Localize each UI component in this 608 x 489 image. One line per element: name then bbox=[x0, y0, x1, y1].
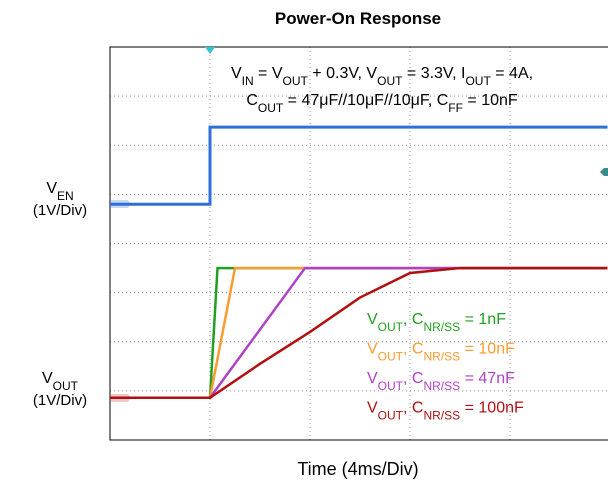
legend-entry-part: = 10nF bbox=[460, 341, 515, 358]
trace bbox=[110, 125, 608, 206]
legend-entry-part: = 47nF bbox=[460, 370, 515, 387]
annotation-part: OUT bbox=[283, 74, 309, 88]
legend-entry-part: OUT bbox=[378, 379, 404, 393]
channel-name-part: V bbox=[46, 180, 57, 197]
legend-entry-part: OUT bbox=[378, 409, 404, 423]
annotation-part: = 3.3V, I bbox=[402, 65, 465, 82]
legend-entry-part: , C bbox=[403, 370, 423, 387]
x-axis-label: Time (4ms/Div) bbox=[297, 459, 418, 479]
legend-entry-part: OUT bbox=[378, 320, 404, 334]
legend-entry-part: , C bbox=[403, 341, 423, 358]
legend-entry-part: NR/SS bbox=[423, 320, 460, 334]
annotation: COUT = 47μF//10μF//10μF, CFF = 10nF bbox=[246, 92, 518, 115]
legend-entry-part: NR/SS bbox=[423, 350, 460, 364]
legend-entry-part: V bbox=[367, 370, 378, 387]
channel-scale: (1V/Div) bbox=[33, 392, 87, 409]
annotation-part: = 10nF bbox=[463, 92, 518, 109]
legend-entry: VOUT, CNR/SS = 47nF bbox=[367, 370, 515, 393]
annotation-part: + 0.3V, V bbox=[308, 65, 378, 82]
channel-name: VEN bbox=[46, 180, 73, 203]
channel-scale: (1V/Div) bbox=[33, 202, 87, 219]
annotation-part: C bbox=[246, 92, 258, 109]
annotation-part: FF bbox=[448, 101, 463, 115]
legend-entry: VOUT, CNR/SS = 1nF bbox=[367, 311, 506, 334]
annotation: VIN = VOUT + 0.3V, VOUT = 3.3V, IOUT = 4… bbox=[231, 65, 533, 88]
legend-entry-part: , C bbox=[403, 400, 423, 417]
legend-entry-part: OUT bbox=[378, 350, 404, 364]
channel-name: VOUT bbox=[42, 370, 79, 393]
legend-entry-part: V bbox=[367, 311, 378, 328]
annotation-part: OUT bbox=[258, 101, 284, 115]
traces bbox=[110, 125, 608, 400]
trigger-marker bbox=[205, 47, 215, 54]
channel-name-part: OUT bbox=[53, 379, 79, 393]
legend-entry: VOUT, CNR/SS = 100nF bbox=[367, 400, 524, 423]
legend-entry-part: = 100nF bbox=[460, 400, 524, 417]
legend-entry-part: V bbox=[367, 400, 378, 417]
trace bbox=[110, 266, 608, 400]
annotation-part: OUT bbox=[465, 74, 491, 88]
level-marker bbox=[600, 168, 608, 176]
legend-entry-part: , C bbox=[403, 311, 423, 328]
annotation-part: OUT bbox=[377, 74, 403, 88]
legend-entry-part: NR/SS bbox=[423, 379, 460, 393]
legend-entry: VOUT, CNR/SS = 10nF bbox=[367, 341, 515, 364]
annotation-part: IN bbox=[242, 74, 254, 88]
annotation-part: = 4A, bbox=[491, 65, 533, 82]
channel-name-part: EN bbox=[57, 189, 74, 203]
plot-border bbox=[109, 46, 608, 441]
legend-entry-part: = 1nF bbox=[460, 311, 506, 328]
chart-title: Power-On Response bbox=[275, 9, 441, 28]
legend-entry-part: NR/SS bbox=[423, 409, 460, 423]
labels: VIN = VOUT + 0.3V, VOUT = 3.3V, IOUT = 4… bbox=[33, 65, 533, 423]
channel-name-part: V bbox=[42, 370, 53, 387]
annotation-part: V bbox=[231, 65, 242, 82]
annotation-part: = V bbox=[254, 65, 283, 82]
legend-entry-part: V bbox=[367, 341, 378, 358]
annotation-part: = 47μF//10μF//10μF, C bbox=[283, 92, 448, 109]
